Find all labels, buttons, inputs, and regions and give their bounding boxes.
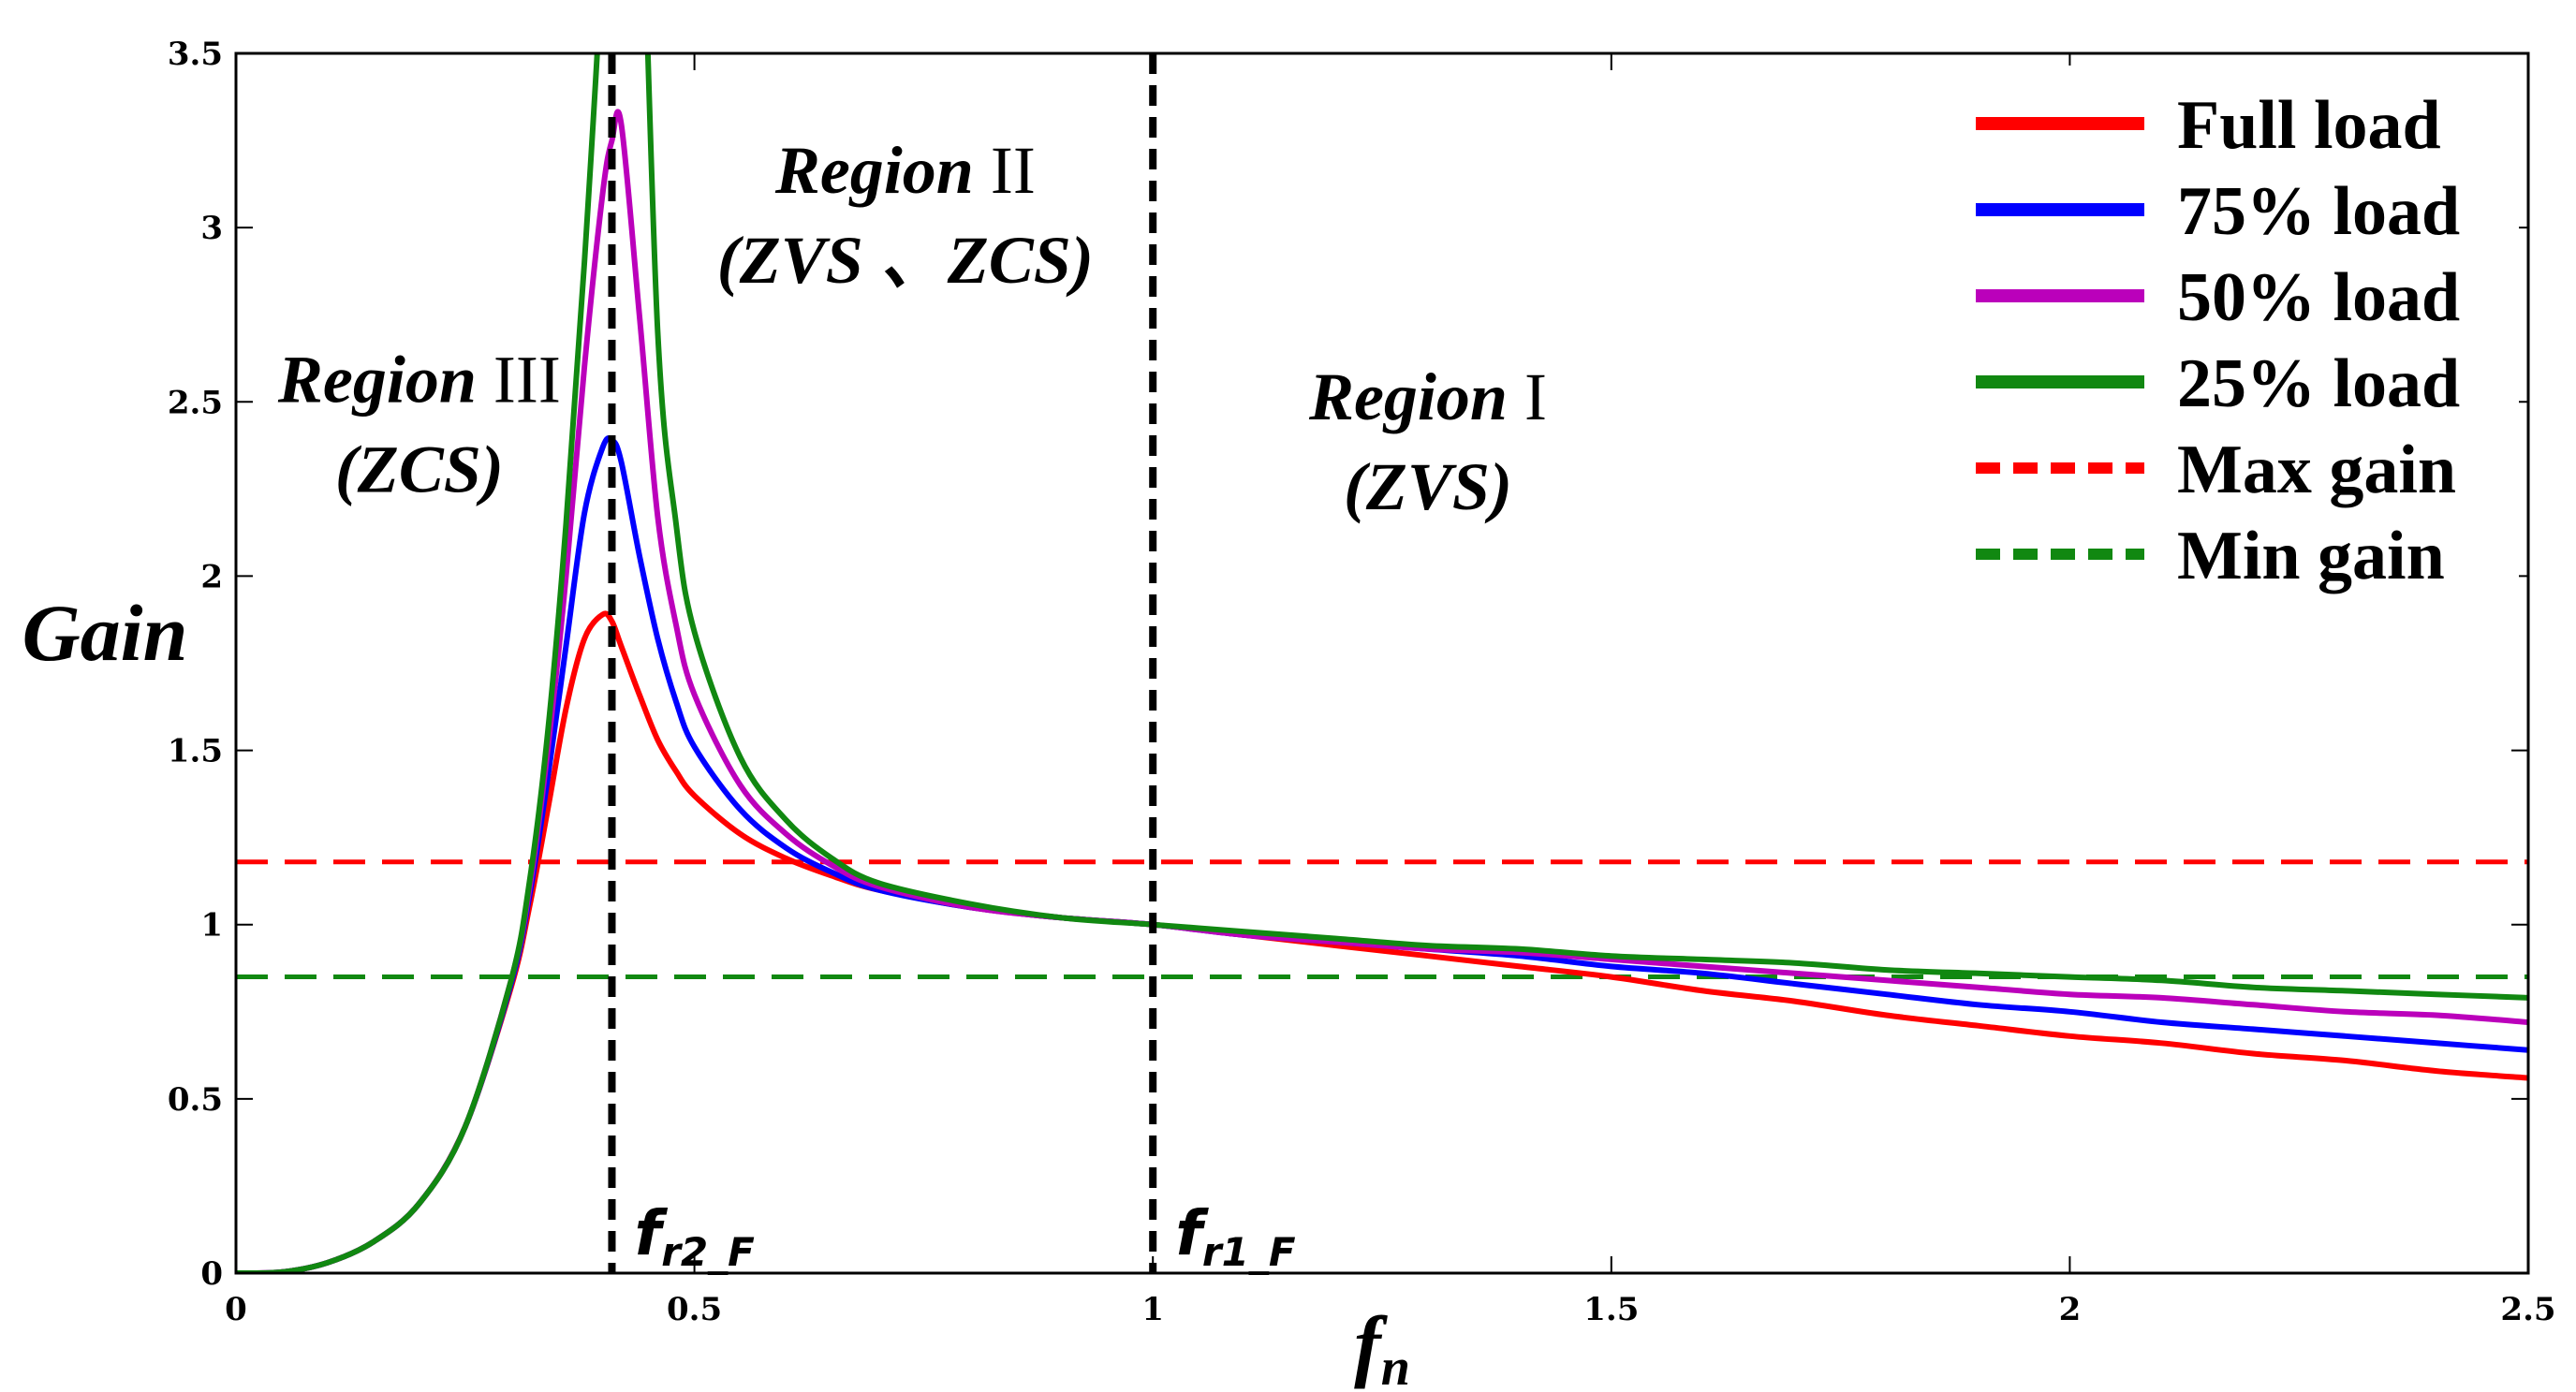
region-annotations: Region III(ZCS)Region II(ZVS 、ZCS)Region… [277, 133, 1547, 524]
y-tick-label: 0.5 [168, 1081, 223, 1119]
legend-label-75-load: 75% load [2177, 173, 2460, 250]
region-mode-iii: (ZCS) [335, 432, 504, 506]
x-tick-label: 2.5 [2500, 1291, 2555, 1328]
region-title-iii: Region III [277, 342, 561, 417]
axis-ticks: 0 0.5 1 1.5 2 2.5 0 0.5 1 1.5 2 2.5 3 3.5 [168, 36, 2556, 1328]
y-tick-label: 2.5 [168, 384, 223, 421]
marker-label-r1-f: fr1_F [1175, 1197, 1296, 1275]
marker-label-sub: r1_F [1202, 1229, 1296, 1275]
plot-frame [234, 51, 2530, 1275]
y-tick-label: 1.5 [168, 733, 223, 770]
series-line-25-load [236, 53, 2528, 1273]
region-word: Region [1308, 359, 1524, 434]
legend: Full load 75% load 50% load 25% load Max gai… [1952, 66, 2519, 623]
region-word: Region [277, 342, 493, 417]
region-title-i: Region I [1308, 359, 1547, 434]
marker-label-sub: r2_F [661, 1229, 755, 1275]
region-numeral: III [493, 342, 561, 417]
x-tick-label: 1.5 [1583, 1291, 1639, 1328]
y-tick-label: 3 [200, 210, 223, 247]
x-axis-title: fn [1354, 1299, 1410, 1392]
legend-label-full-load: Full load [2177, 87, 2441, 164]
y-tick-label: 0 [200, 1255, 223, 1293]
x-tick-label: 0.5 [667, 1291, 722, 1328]
region-numeral: I [1524, 359, 1547, 434]
x-tick-label: 1 [1141, 1291, 1164, 1328]
legend-label-25-load: 25% load [2177, 345, 2460, 422]
region-word: Region [774, 133, 991, 208]
y-tick-label: 1 [200, 907, 223, 945]
region-numeral: II [991, 133, 1036, 208]
series-lines [236, 53, 2528, 1273]
legend-label-max-gain: Max gain [2177, 432, 2456, 508]
legend-box [1952, 66, 2519, 623]
y-axis-title: Gain [22, 588, 188, 678]
x-tick-label: 2 [2059, 1291, 2082, 1328]
legend-label-50-load: 50% load [2177, 259, 2460, 336]
y-tick-label: 2 [200, 558, 223, 595]
x-tick-label: 0 [225, 1291, 247, 1328]
x-axis-title-sub: n [1381, 1339, 1410, 1392]
y-tick-label: 3.5 [168, 36, 223, 73]
legend-label-min-gain: Min gain [2177, 518, 2445, 594]
region-mode-ii: (ZVS 、ZCS) [717, 223, 1094, 298]
region-mode-i: (ZVS) [1344, 449, 1512, 524]
region-title-ii: Region II [774, 133, 1036, 208]
